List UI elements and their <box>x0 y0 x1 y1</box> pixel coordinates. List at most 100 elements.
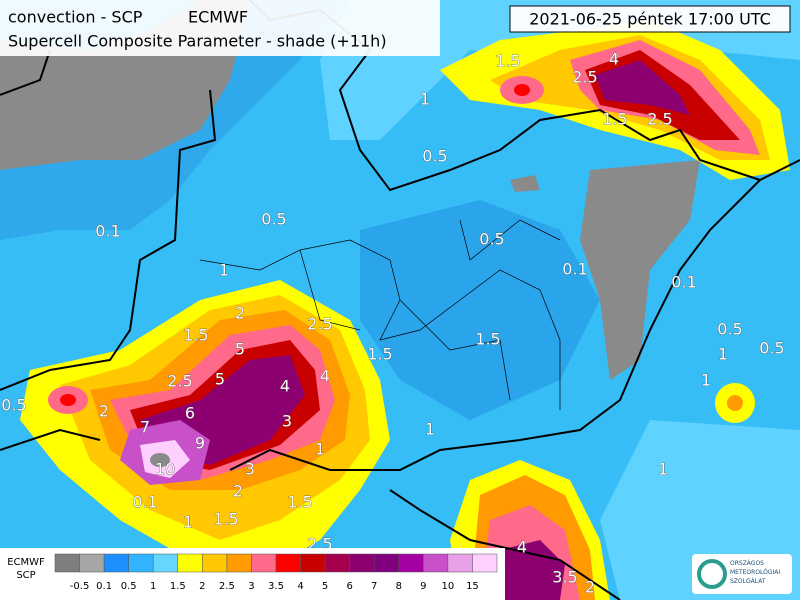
contour-label: 1.5 <box>367 345 392 364</box>
contour-label: 1 <box>425 420 435 439</box>
contour-label: 0.5 <box>759 339 784 358</box>
legend-swatch <box>79 553 105 573</box>
contour-label: 6 <box>185 404 195 423</box>
contour-label: 2 <box>235 304 245 323</box>
contour-label: 1.5 <box>213 510 238 529</box>
contour-label: 1.5 <box>287 493 312 512</box>
contour-label: 0.1 <box>132 493 157 512</box>
legend-label: 2 <box>199 581 205 592</box>
title: convection - SCP <box>8 8 143 27</box>
land-mask <box>510 160 700 380</box>
legend-swatch <box>373 553 400 573</box>
contour-label: 2.5 <box>307 315 332 334</box>
contour-label: 10 <box>155 460 175 479</box>
header: convection - SCP ECMWF Supercell Composi… <box>0 0 791 56</box>
legend-label: 3.5 <box>268 581 284 592</box>
contour-label: 2 <box>99 402 109 421</box>
contour-label: 4 <box>517 538 527 557</box>
contour-label: 1 <box>183 513 193 532</box>
contour-label: 0.1 <box>671 273 696 292</box>
legend-swatch <box>349 553 375 573</box>
contour-label: 2.5 <box>647 110 672 129</box>
contour-label: 0.1 <box>562 260 587 279</box>
contour-label: 5 <box>235 340 245 359</box>
legend-swatch <box>226 553 252 573</box>
legend-swatch <box>300 553 326 573</box>
contour-label: 1 <box>658 460 668 479</box>
blob-left <box>20 280 390 580</box>
legend-label: 9 <box>420 581 426 592</box>
legend-label: 4 <box>297 581 303 592</box>
contour-label: 1.5 <box>183 326 208 345</box>
contour-label: 0.5 <box>422 147 447 166</box>
logo-text: METEOROLÓGIAI <box>730 569 780 576</box>
legend-label: 7 <box>371 581 377 592</box>
legend-swatch <box>275 553 301 573</box>
contour-label: 5 <box>215 370 225 389</box>
logo: ORSZÁGOS METEOROLÓGIAI SZOLGÁLAT <box>692 554 792 594</box>
contour-label: 9 <box>195 434 205 453</box>
legend-label: -0.5 <box>70 581 90 592</box>
contour-label: 7 <box>140 418 150 437</box>
contour-label: 1 <box>420 90 430 109</box>
contour-label: 1.5 <box>602 110 627 129</box>
contour-label: 1 <box>701 371 711 390</box>
legend-label: 15 <box>466 581 479 592</box>
contour-label: 2 <box>585 578 595 597</box>
legend-label: 0.5 <box>121 581 137 592</box>
contour-label: 3 <box>282 412 292 431</box>
legend-title: ECMWF <box>7 557 45 568</box>
model: ECMWF <box>188 8 248 27</box>
contour-label: 3 <box>245 460 255 479</box>
contour-label: 0.5 <box>1 396 26 415</box>
contour-label: 4 <box>280 377 290 396</box>
contour-label: 3.5 <box>552 568 577 587</box>
contour-label: 2.5 <box>167 372 192 391</box>
contour-label: 0.5 <box>717 320 742 339</box>
contour-label: 4 <box>609 50 619 69</box>
legend-label: 3 <box>248 581 254 592</box>
legend-label: 1.5 <box>170 581 186 592</box>
legend-swatch <box>472 553 498 573</box>
legend-label: 5 <box>322 581 328 592</box>
legend-swatch <box>202 553 228 573</box>
contour-label: 2.5 <box>572 68 597 87</box>
legend-label: 6 <box>346 581 352 592</box>
legend-label: 0.1 <box>96 581 112 592</box>
legend-swatch <box>177 553 203 573</box>
legend-swatch <box>128 553 154 573</box>
contour-label: 2 <box>233 482 243 501</box>
shade-area <box>360 200 600 420</box>
logo-text: ORSZÁGOS <box>730 560 764 567</box>
legend-swatch <box>447 553 473 573</box>
contour-label: 0.5 <box>261 210 286 229</box>
contour-label: 4 <box>320 367 330 386</box>
logo-text: SZOLGÁLAT <box>730 578 766 585</box>
legend-title: SCP <box>16 570 35 581</box>
valid-time: 2021-06-25 péntek 17:00 UTC <box>529 10 771 29</box>
legend-label: 8 <box>396 581 402 592</box>
county-borders <box>199 219 561 410</box>
contour-label: 1.5 <box>475 330 500 349</box>
legend-swatch <box>251 553 277 573</box>
legend-swatch <box>103 553 129 573</box>
blob-top-right <box>440 20 790 180</box>
contour-label: 0.1 <box>95 222 120 241</box>
legend-swatch <box>324 553 350 573</box>
legend-label: 10 <box>442 581 455 592</box>
legend-swatch <box>152 553 179 573</box>
contour-label: 1 <box>219 261 229 280</box>
legend-swatch <box>423 553 449 573</box>
legend-swatch <box>54 553 80 573</box>
legend-label: 2.5 <box>219 581 235 592</box>
legend: ECMWF SCP -0.5 0.1 0.5 1 1.5 2 2.5 3 3.5 4 5 6 7 8 9 10… <box>0 548 505 600</box>
legend-label: 1 <box>150 581 156 592</box>
contour-label: 1.5 <box>495 52 520 71</box>
contour-label: 1 <box>718 345 728 364</box>
contour-label: 1 <box>315 440 325 459</box>
legend-swatch <box>398 553 424 573</box>
contour-label: 0.5 <box>479 230 504 249</box>
